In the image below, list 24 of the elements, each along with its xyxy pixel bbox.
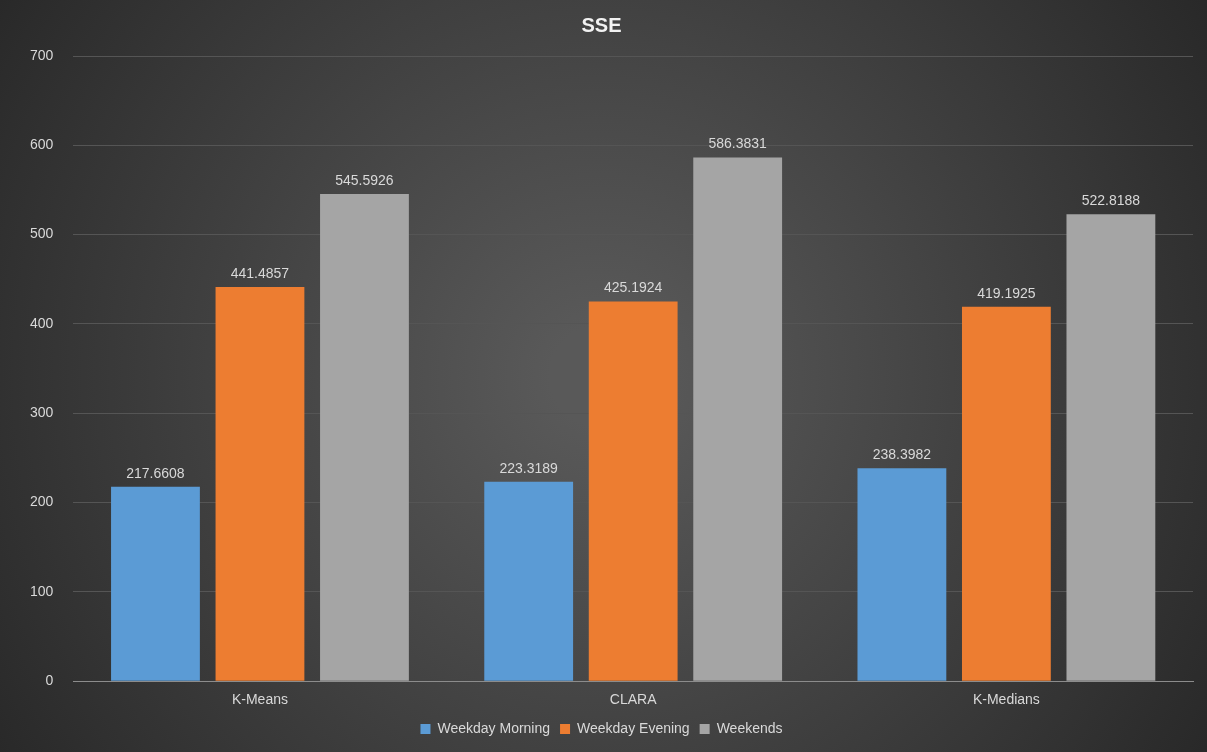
y-tick-label: 600	[30, 136, 54, 153]
y-tick-label: 100	[30, 582, 54, 599]
data-label: 238.3982	[872, 446, 932, 463]
data-label: 545.5926	[335, 171, 394, 188]
data-label: 217.6608	[126, 464, 185, 481]
x-tick-label: K-Medians	[972, 691, 1040, 708]
data-label: 441.4857	[230, 264, 290, 281]
y-tick-label: 500	[30, 225, 54, 242]
y-tick-label: 700	[30, 46, 54, 63]
chart-title: SSE	[581, 13, 622, 36]
legend-label: Weekends	[716, 719, 783, 736]
data-label: 419.1925	[977, 284, 1036, 301]
x-tick-label: K-Means	[231, 691, 288, 708]
y-tick-label: 400	[30, 314, 54, 331]
data-label: 425.1924	[603, 279, 663, 296]
y-tick-label: 200	[30, 493, 54, 510]
legend-label: Weekday Evening	[577, 719, 690, 736]
y-tick-label: 300	[30, 404, 54, 421]
y-tick-label: 0	[45, 672, 54, 689]
legend-label: Weekday Morning	[437, 719, 551, 736]
data-label: 522.8188	[1081, 192, 1141, 209]
data-label: 586.3831	[708, 135, 768, 152]
data-label: 223.3189	[499, 459, 559, 476]
x-tick-label: CLARA	[609, 691, 658, 708]
